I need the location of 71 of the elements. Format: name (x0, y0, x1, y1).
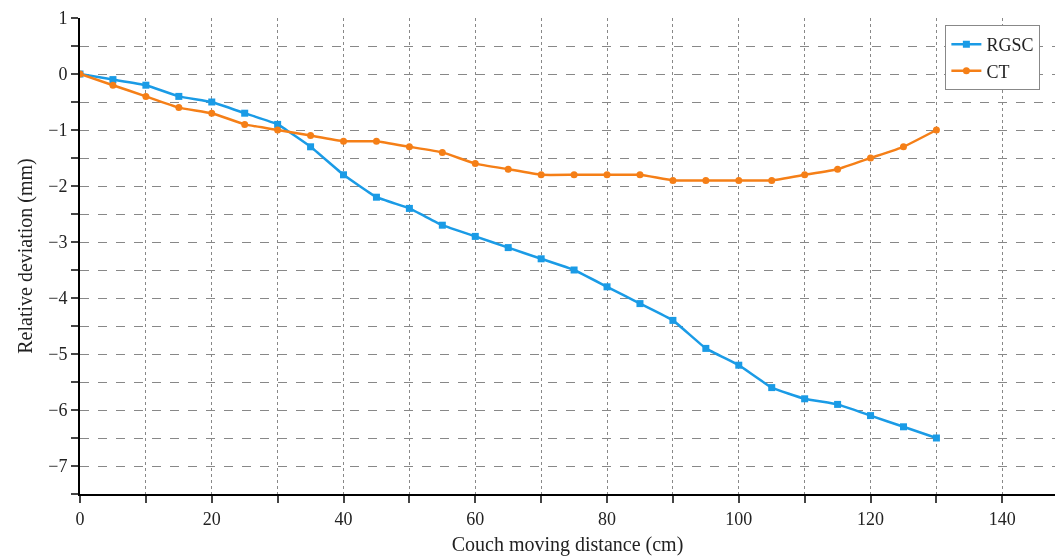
x-tick-label: 20 (202, 508, 221, 529)
point (834, 165, 842, 173)
point (175, 92, 183, 100)
point (603, 283, 611, 291)
x-tick-label: 40 (334, 508, 353, 529)
y-tick-label: −4 (48, 288, 68, 309)
point (537, 255, 545, 263)
y-tick-label: −2 (48, 176, 68, 197)
point (208, 98, 216, 106)
x-tick-label: 80 (598, 508, 617, 529)
point (438, 148, 446, 156)
y-tick-label: −5 (48, 344, 68, 365)
point (932, 126, 940, 134)
point (471, 232, 479, 240)
point (504, 244, 512, 252)
point (471, 160, 479, 168)
point (241, 120, 249, 128)
x-tick-label: 100 (725, 508, 753, 529)
x-tick-label: 120 (857, 508, 885, 529)
y-tick-label: −1 (48, 120, 68, 141)
point (801, 395, 809, 403)
y-tick-label: −3 (48, 232, 68, 253)
point (274, 126, 282, 134)
x-tick-label: 140 (988, 508, 1016, 529)
point (208, 109, 216, 117)
point (768, 176, 776, 184)
point (307, 143, 315, 151)
point (372, 193, 380, 201)
point (768, 384, 776, 392)
legend-label: CT (986, 61, 1010, 82)
point (372, 137, 380, 145)
point (537, 171, 545, 179)
point (867, 154, 875, 162)
point (834, 400, 842, 408)
y-tick-label: 0 (58, 64, 68, 85)
point (636, 300, 644, 308)
point (702, 344, 710, 352)
point (340, 137, 348, 145)
point (405, 204, 413, 212)
point (735, 176, 743, 184)
point (570, 266, 578, 274)
y-axis-title: Relative deviation (mm) (14, 158, 38, 354)
point (899, 143, 907, 151)
point (405, 143, 413, 151)
point (702, 176, 710, 184)
point (636, 171, 644, 179)
y-tick-label: 1 (58, 8, 68, 29)
x-tick-label: 60 (466, 508, 485, 529)
point (142, 92, 150, 100)
point (801, 171, 809, 179)
point (438, 221, 446, 229)
x-axis-title: Couch moving distance (cm) (451, 533, 684, 556)
legend-label: RGSC (986, 35, 1034, 56)
point (340, 171, 348, 179)
point (867, 412, 875, 420)
x-tick-label: 0 (75, 508, 85, 529)
y-tick-label: −7 (48, 456, 68, 477)
y-tick-label: −6 (48, 400, 68, 421)
point (307, 132, 315, 140)
point (669, 176, 677, 184)
point (175, 104, 183, 112)
point (735, 361, 743, 369)
point (109, 81, 117, 89)
point (899, 423, 907, 431)
point (570, 171, 578, 179)
point (504, 165, 512, 173)
point (669, 316, 677, 324)
point (603, 171, 611, 179)
point (241, 109, 249, 117)
point (142, 81, 150, 89)
point (932, 434, 940, 442)
